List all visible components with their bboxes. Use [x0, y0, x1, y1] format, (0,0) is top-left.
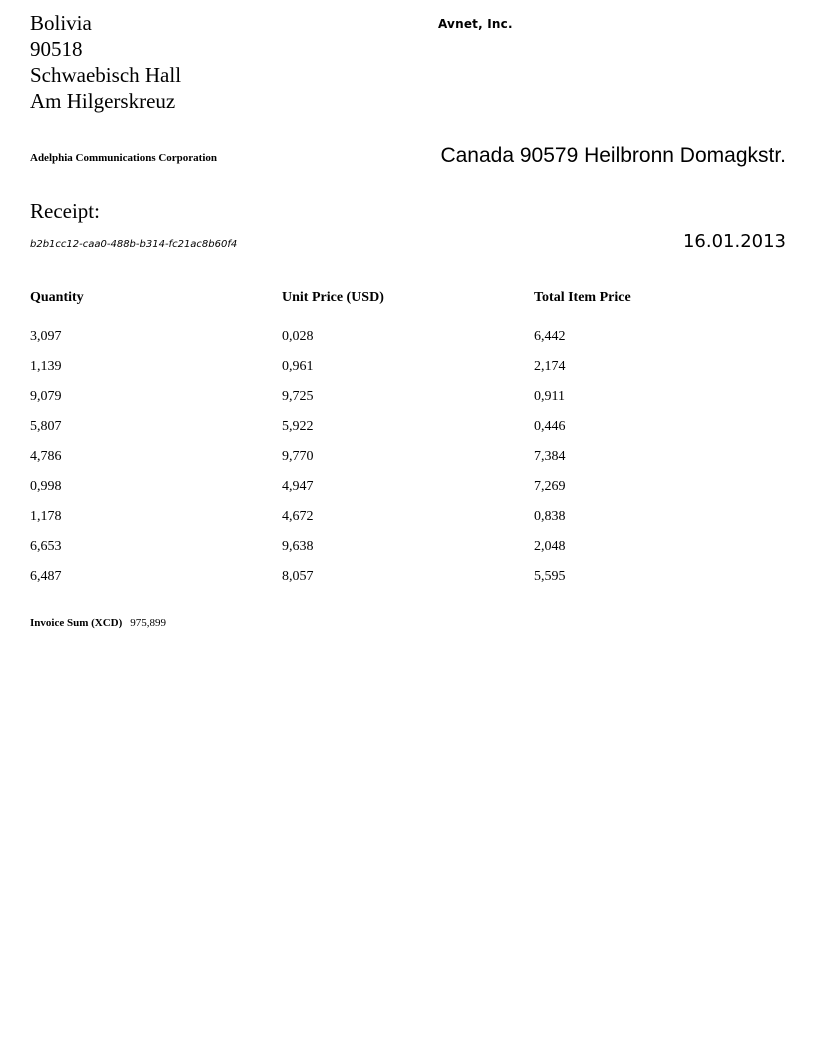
cell-quantity: 9,079	[30, 389, 62, 404]
cell-unit-price: 9,638	[282, 539, 314, 554]
cell-unit-price: 0,028	[282, 329, 314, 344]
table-row: 4,786 9,770 7,384	[30, 442, 786, 472]
sender-address-line-3: Schwaebisch Hall	[30, 63, 182, 87]
cell-unit-price: 5,922	[282, 419, 314, 434]
table-row: 6,653 9,638 2,048	[30, 532, 786, 562]
items-table: Quantity Unit Price (USD) Total Item Pri…	[30, 290, 786, 592]
receipt-label: Receipt:	[30, 199, 100, 223]
cell-unit-price: 4,672	[282, 509, 314, 524]
cell-quantity: 4,786	[30, 449, 62, 464]
cell-quantity: 3,097	[30, 329, 62, 344]
cell-quantity: 5,807	[30, 419, 62, 434]
cell-quantity: 1,139	[30, 359, 62, 374]
cell-unit-price: 9,770	[282, 449, 314, 464]
cell-total-item-price: 0,446	[534, 419, 566, 434]
column-header-quantity: Quantity	[30, 290, 84, 305]
table-row: 6,487 8,057 5,595	[30, 562, 786, 592]
cell-unit-price: 0,961	[282, 359, 314, 374]
table-row: 1,178 4,672 0,838	[30, 502, 786, 532]
cell-total-item-price: 0,838	[534, 509, 566, 524]
cell-total-item-price: 7,384	[534, 449, 566, 464]
invoice-sum-value: 975,899	[130, 617, 167, 629]
table-row: 5,807 5,922 0,446	[30, 412, 786, 442]
cell-total-item-price: 6,442	[534, 329, 566, 344]
customer-address: Canada 90579 Heilbronn Domagkstr.	[440, 144, 786, 167]
invoice-sum-label: Invoice Sum (XCD)	[30, 617, 123, 629]
customer-name: Adelphia Communications Corporation	[30, 152, 218, 164]
cell-total-item-price: 5,595	[534, 569, 566, 584]
cell-total-item-price: 7,269	[534, 479, 566, 494]
table-row: 0,998 4,947 7,269	[30, 472, 786, 502]
table-row: 1,139 0,961 2,174	[30, 352, 786, 382]
sender-address-line-1: Bolivia	[30, 11, 92, 35]
cell-quantity: 6,487	[30, 569, 62, 584]
cell-total-item-price: 0,911	[534, 389, 565, 404]
table-row: 3,097 0,028 6,442	[30, 322, 786, 352]
cell-unit-price: 4,947	[282, 479, 314, 494]
cell-quantity: 6,653	[30, 539, 62, 554]
column-header-unit-price: Unit Price (USD)	[282, 290, 384, 305]
table-header-row: Quantity Unit Price (USD) Total Item Pri…	[30, 290, 786, 322]
receipt-id: b2b1cc12-caa0-488b-b314-fc21ac8b60f4	[30, 239, 238, 250]
sender-address-line-4: Am Hilgerskreuz	[30, 89, 176, 113]
cell-quantity: 0,998	[30, 479, 62, 494]
cell-quantity: 1,178	[30, 509, 62, 524]
column-header-total-item-price: Total Item Price	[534, 290, 631, 305]
table-row: 9,079 9,725 0,911	[30, 382, 786, 412]
invoice-sum: Invoice Sum (XCD) 975,899	[30, 617, 166, 629]
cell-total-item-price: 2,048	[534, 539, 566, 554]
cell-unit-price: 9,725	[282, 389, 314, 404]
vendor-name: Avnet, Inc.	[438, 17, 513, 31]
cell-unit-price: 8,057	[282, 569, 314, 584]
sender-address-line-2: 90518	[30, 37, 83, 61]
receipt-date: 16.01.2013	[682, 231, 786, 252]
cell-total-item-price: 2,174	[534, 359, 566, 374]
